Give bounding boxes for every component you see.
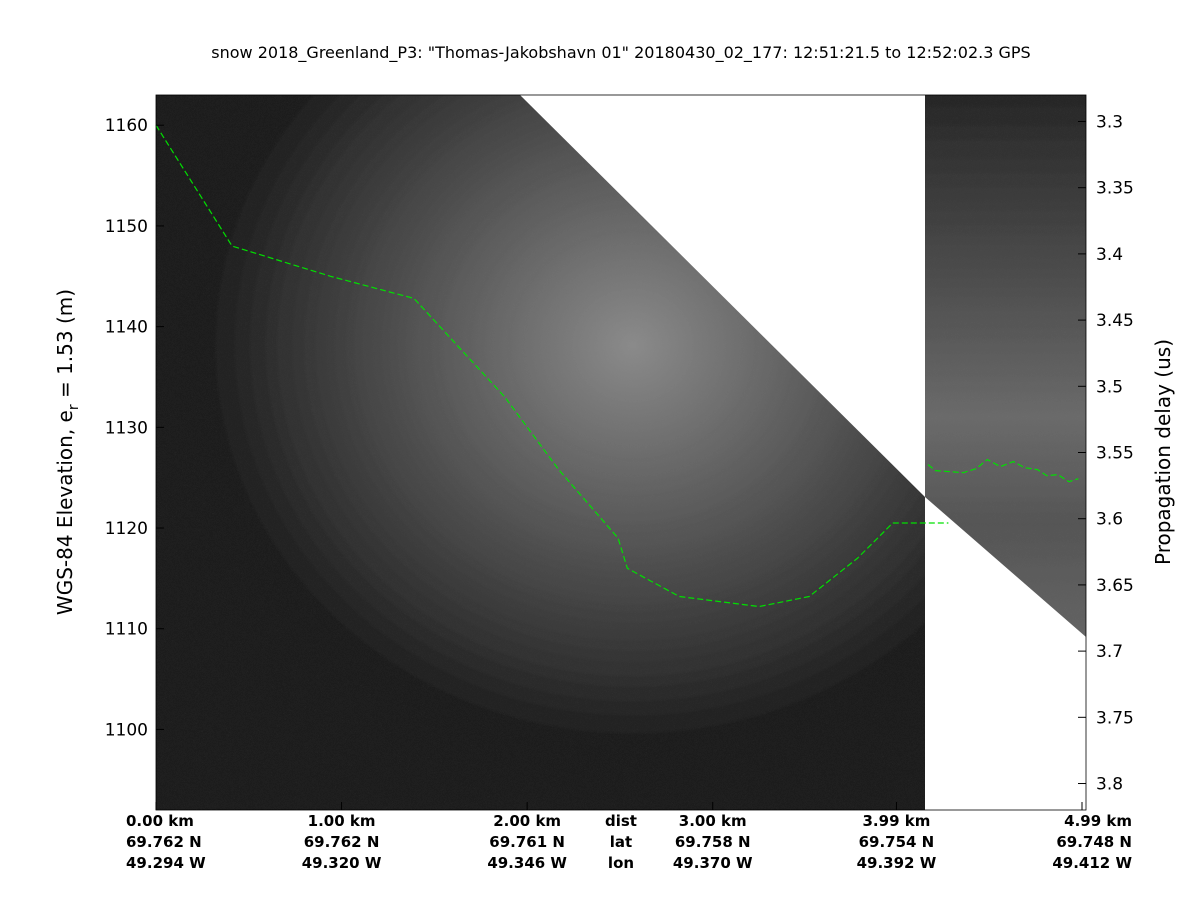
y2-tick-label: 3.3 — [1096, 112, 1123, 132]
x-tick-dist: 1.00 km — [308, 812, 376, 830]
y2-tick-label: 3.65 — [1096, 576, 1134, 596]
x-tick-lon: 49.370 W — [673, 854, 753, 872]
chart-title: snow 2018_Greenland_P3: "Thomas-Jakobsha… — [211, 43, 1030, 63]
x-tick-lat: 69.758 N — [675, 833, 751, 851]
y-axis-label: WGS-84 Elevation, er = 1.53 (m) — [53, 289, 82, 615]
y2-tick-label: 3.8 — [1096, 775, 1123, 795]
x-tick-dist: 3.00 km — [679, 812, 747, 830]
y2-tick-label: 3.6 — [1096, 510, 1123, 530]
x-tick-lon: 49.320 W — [302, 854, 382, 872]
layer-line-0 — [155, 124, 949, 608]
x-tick-dist: 0.00 km — [126, 812, 194, 830]
x-tick-lat: 69.761 N — [489, 833, 565, 851]
y2-tick-label: 3.75 — [1096, 708, 1134, 728]
x-row-label-lat: lat — [610, 833, 632, 851]
x-tick-lon: 49.392 W — [857, 854, 937, 872]
no-data-region-bottom — [925, 497, 1086, 810]
x-tick-lat: 69.754 N — [859, 833, 935, 851]
x-row-label-lon: lon — [608, 854, 634, 872]
x-tick-lon: 49.294 W — [126, 854, 206, 872]
y2-tick-label: 3.7 — [1096, 642, 1123, 662]
x-tick-lon: 49.346 W — [487, 854, 567, 872]
x-tick-lat: 69.748 N — [1056, 833, 1132, 851]
y-tick-label: 1150 — [105, 217, 148, 237]
y-tick-label: 1130 — [105, 418, 148, 438]
y2-tick-label: 3.45 — [1096, 311, 1134, 331]
layer-line-1 — [927, 458, 1079, 483]
y-tick-label: 1110 — [105, 620, 148, 640]
y2-tick-label: 3.55 — [1096, 444, 1134, 464]
x-tick-lon: 49.412 W — [1052, 854, 1132, 872]
y-tick-label: 1140 — [105, 318, 148, 338]
y2-tick-label: 3.5 — [1096, 377, 1123, 397]
x-tick-lat: 69.762 N — [126, 833, 202, 851]
x-tick-dist: 2.00 km — [493, 812, 561, 830]
x-tick-dist: 4.99 km — [1064, 812, 1132, 830]
no-data-region-top — [520, 95, 925, 497]
plot-area — [155, 94, 1087, 811]
x-row-label-dist: dist — [605, 812, 637, 830]
y-tick-label: 1160 — [105, 116, 148, 136]
x-tick-dist: 3.99 km — [863, 812, 931, 830]
y2-tick-label: 3.4 — [1096, 245, 1123, 265]
y2-axis-label: Propagation delay (us) — [1151, 339, 1175, 565]
y-tick-label: 1100 — [105, 720, 148, 740]
x-tick-lat: 69.762 N — [304, 833, 380, 851]
y-tick-label: 1120 — [105, 519, 148, 539]
y2-tick-label: 3.35 — [1096, 179, 1134, 199]
